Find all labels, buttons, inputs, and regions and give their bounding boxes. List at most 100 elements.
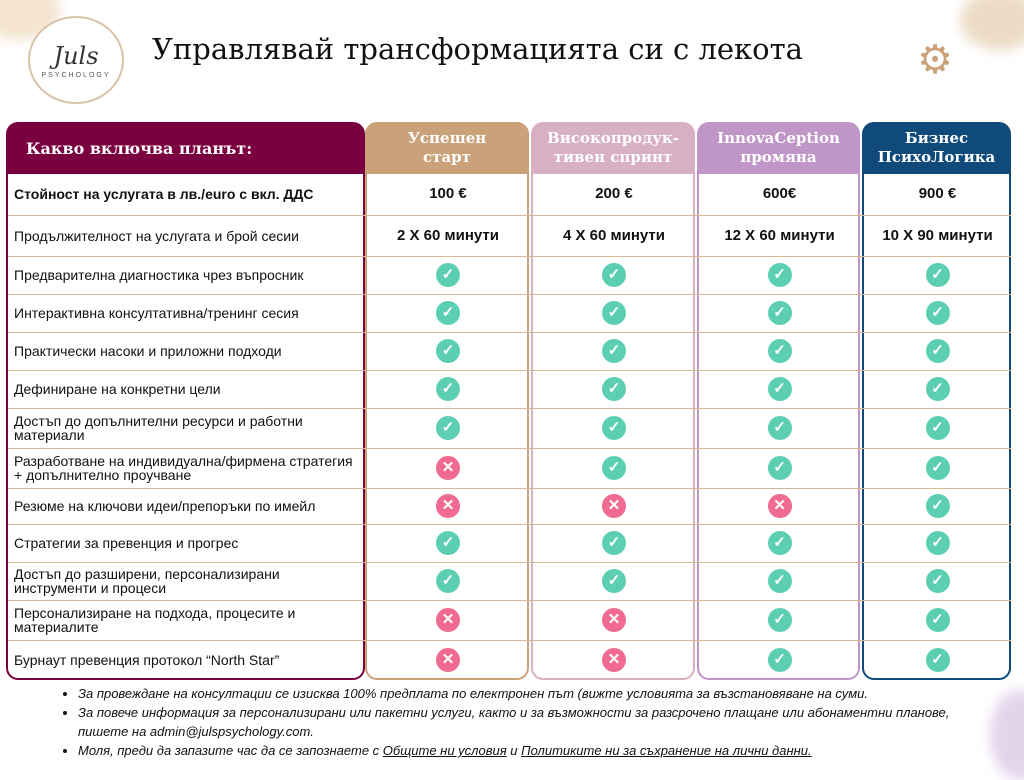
row-divider: [8, 294, 1011, 295]
check-icon: ✓: [767, 339, 792, 363]
check-icon: ✓: [767, 531, 792, 555]
notes-list: За провеждане на консултации се изисква …: [78, 684, 978, 760]
check-icon: ✓: [602, 416, 626, 440]
terms-link[interactable]: Общите ни условия: [382, 743, 507, 758]
plan-column: [531, 172, 695, 680]
note: Моля, преди да запазите час да се запозн…: [78, 741, 978, 760]
plan-cell: ✓: [365, 332, 531, 370]
row-label: Продължителност на услугата и брой сесии: [14, 227, 299, 244]
check-icon: ✓: [925, 456, 950, 480]
plan-cell: ✓: [531, 294, 697, 332]
plan-cell: 10 X 90 минути: [882, 226, 993, 244]
plan-cell: ✓: [862, 488, 1013, 524]
plan-cell: ✓: [365, 524, 531, 562]
check-icon: ✓: [436, 569, 460, 593]
plan-cell: ✓: [697, 256, 862, 294]
row-label: Резюме на ключови идеи/препоръки по имей…: [14, 498, 316, 514]
check-icon: ✓: [602, 569, 626, 593]
cross-icon: ✕: [602, 648, 626, 672]
business-illustration-icon: ⚙: [917, 38, 953, 82]
plan-cell: ✕: [365, 488, 531, 524]
note-text: и: [506, 743, 522, 758]
check-icon: ✓: [925, 569, 950, 593]
check-icon: ✓: [925, 494, 950, 518]
plan-cell: ✓: [697, 600, 862, 640]
check-icon: ✓: [436, 377, 460, 401]
check-icon: ✓: [767, 608, 792, 632]
check-icon: ✓: [925, 339, 950, 363]
row-divider: [8, 488, 1011, 489]
check-icon: ✓: [925, 531, 950, 555]
row-label: Практически насоки и приложни подходи: [14, 343, 282, 359]
check-icon: ✓: [602, 263, 626, 287]
plan-cell: ✓: [697, 332, 862, 370]
row-divider: [8, 524, 1011, 525]
cross-icon: ✕: [436, 608, 460, 632]
plan-cell: ✕: [697, 488, 862, 524]
plan-cell: ✓: [697, 562, 862, 600]
plan-cell: ✓: [862, 600, 1013, 640]
plan-cell: ✓: [862, 370, 1013, 408]
check-icon: ✓: [925, 377, 950, 401]
check-icon: ✓: [767, 301, 792, 325]
plan-cell: ✓: [697, 640, 862, 680]
plan-cell: ✓: [531, 370, 697, 408]
plan-header: Успешен старт: [365, 122, 529, 174]
row-divider: [8, 600, 1011, 601]
check-icon: ✓: [767, 263, 792, 287]
plan-cell: ✓: [365, 256, 531, 294]
plan-cell: ✓: [365, 408, 531, 448]
decoration: [990, 690, 1024, 780]
plan-cell: 12 X 60 минути: [724, 226, 835, 244]
plan-cell: ✓: [365, 370, 531, 408]
note: За провеждане на консултации се изисква …: [78, 684, 978, 703]
row-divider: [8, 562, 1011, 563]
check-icon: ✓: [767, 648, 792, 672]
plan-cell: ✓: [531, 524, 697, 562]
note-text: Моля, преди да запазите час да се запозн…: [78, 743, 383, 758]
plan-cell: ✕: [531, 488, 697, 524]
row-label: Предварителна диагностика чрез въпросник: [14, 267, 304, 283]
plan-cell: ✓: [697, 524, 862, 562]
cross-icon: ✕: [602, 494, 626, 518]
plan-cell: 4 X 60 минути: [562, 226, 665, 244]
plan-cell: ✓: [697, 408, 862, 448]
check-icon: ✓: [602, 339, 626, 363]
plan-cell: ✓: [862, 448, 1013, 488]
row-label: Разработване на индивидуална/фирмена стр…: [14, 453, 353, 483]
check-icon: ✓: [767, 569, 792, 593]
plan-column: [862, 172, 1011, 680]
plan-column: [365, 172, 529, 680]
plan-cell: ✓: [697, 370, 862, 408]
plan-cell: ✓: [531, 448, 697, 488]
logo-text: Juls: [53, 41, 99, 70]
plan-cell: ✓: [697, 448, 862, 488]
plan-cell: ✓: [531, 562, 697, 600]
label-column: [6, 172, 365, 680]
row-label: Стойност на услугата в лв./euro с вкл. Д…: [14, 185, 314, 202]
check-icon: ✓: [602, 456, 626, 480]
plan-cell: ✓: [862, 562, 1013, 600]
plan-cell: ✓: [862, 640, 1013, 680]
check-icon: ✓: [436, 416, 460, 440]
plan-cell: 100 €: [429, 184, 467, 202]
check-icon: ✓: [925, 416, 950, 440]
plan-column: [697, 172, 860, 680]
row-label: Достъп до разширени, персонализирани инс…: [14, 566, 280, 596]
plan-cell: ✓: [862, 256, 1013, 294]
plan-cell: 2 X 60 минути: [396, 226, 499, 244]
plan-cell: ✕: [531, 640, 697, 680]
check-icon: ✓: [436, 531, 460, 555]
plan-cell: ✓: [697, 294, 862, 332]
note: За повече информация за персонализирани …: [78, 703, 978, 741]
page-title: Управлявай трансформацията си с лекота: [152, 32, 803, 66]
privacy-policy-link[interactable]: Политиките ни за съхранение на лични дан…: [521, 743, 812, 758]
row-divider: [8, 215, 1011, 216]
cross-icon: ✕: [436, 456, 460, 480]
plan-header: Бизнес ПсихоЛогика: [862, 122, 1011, 174]
check-icon: ✓: [925, 608, 950, 632]
row-divider: [8, 640, 1011, 641]
check-icon: ✓: [436, 301, 460, 325]
plan-cell: ✓: [862, 332, 1013, 370]
cross-icon: ✕: [602, 608, 626, 632]
